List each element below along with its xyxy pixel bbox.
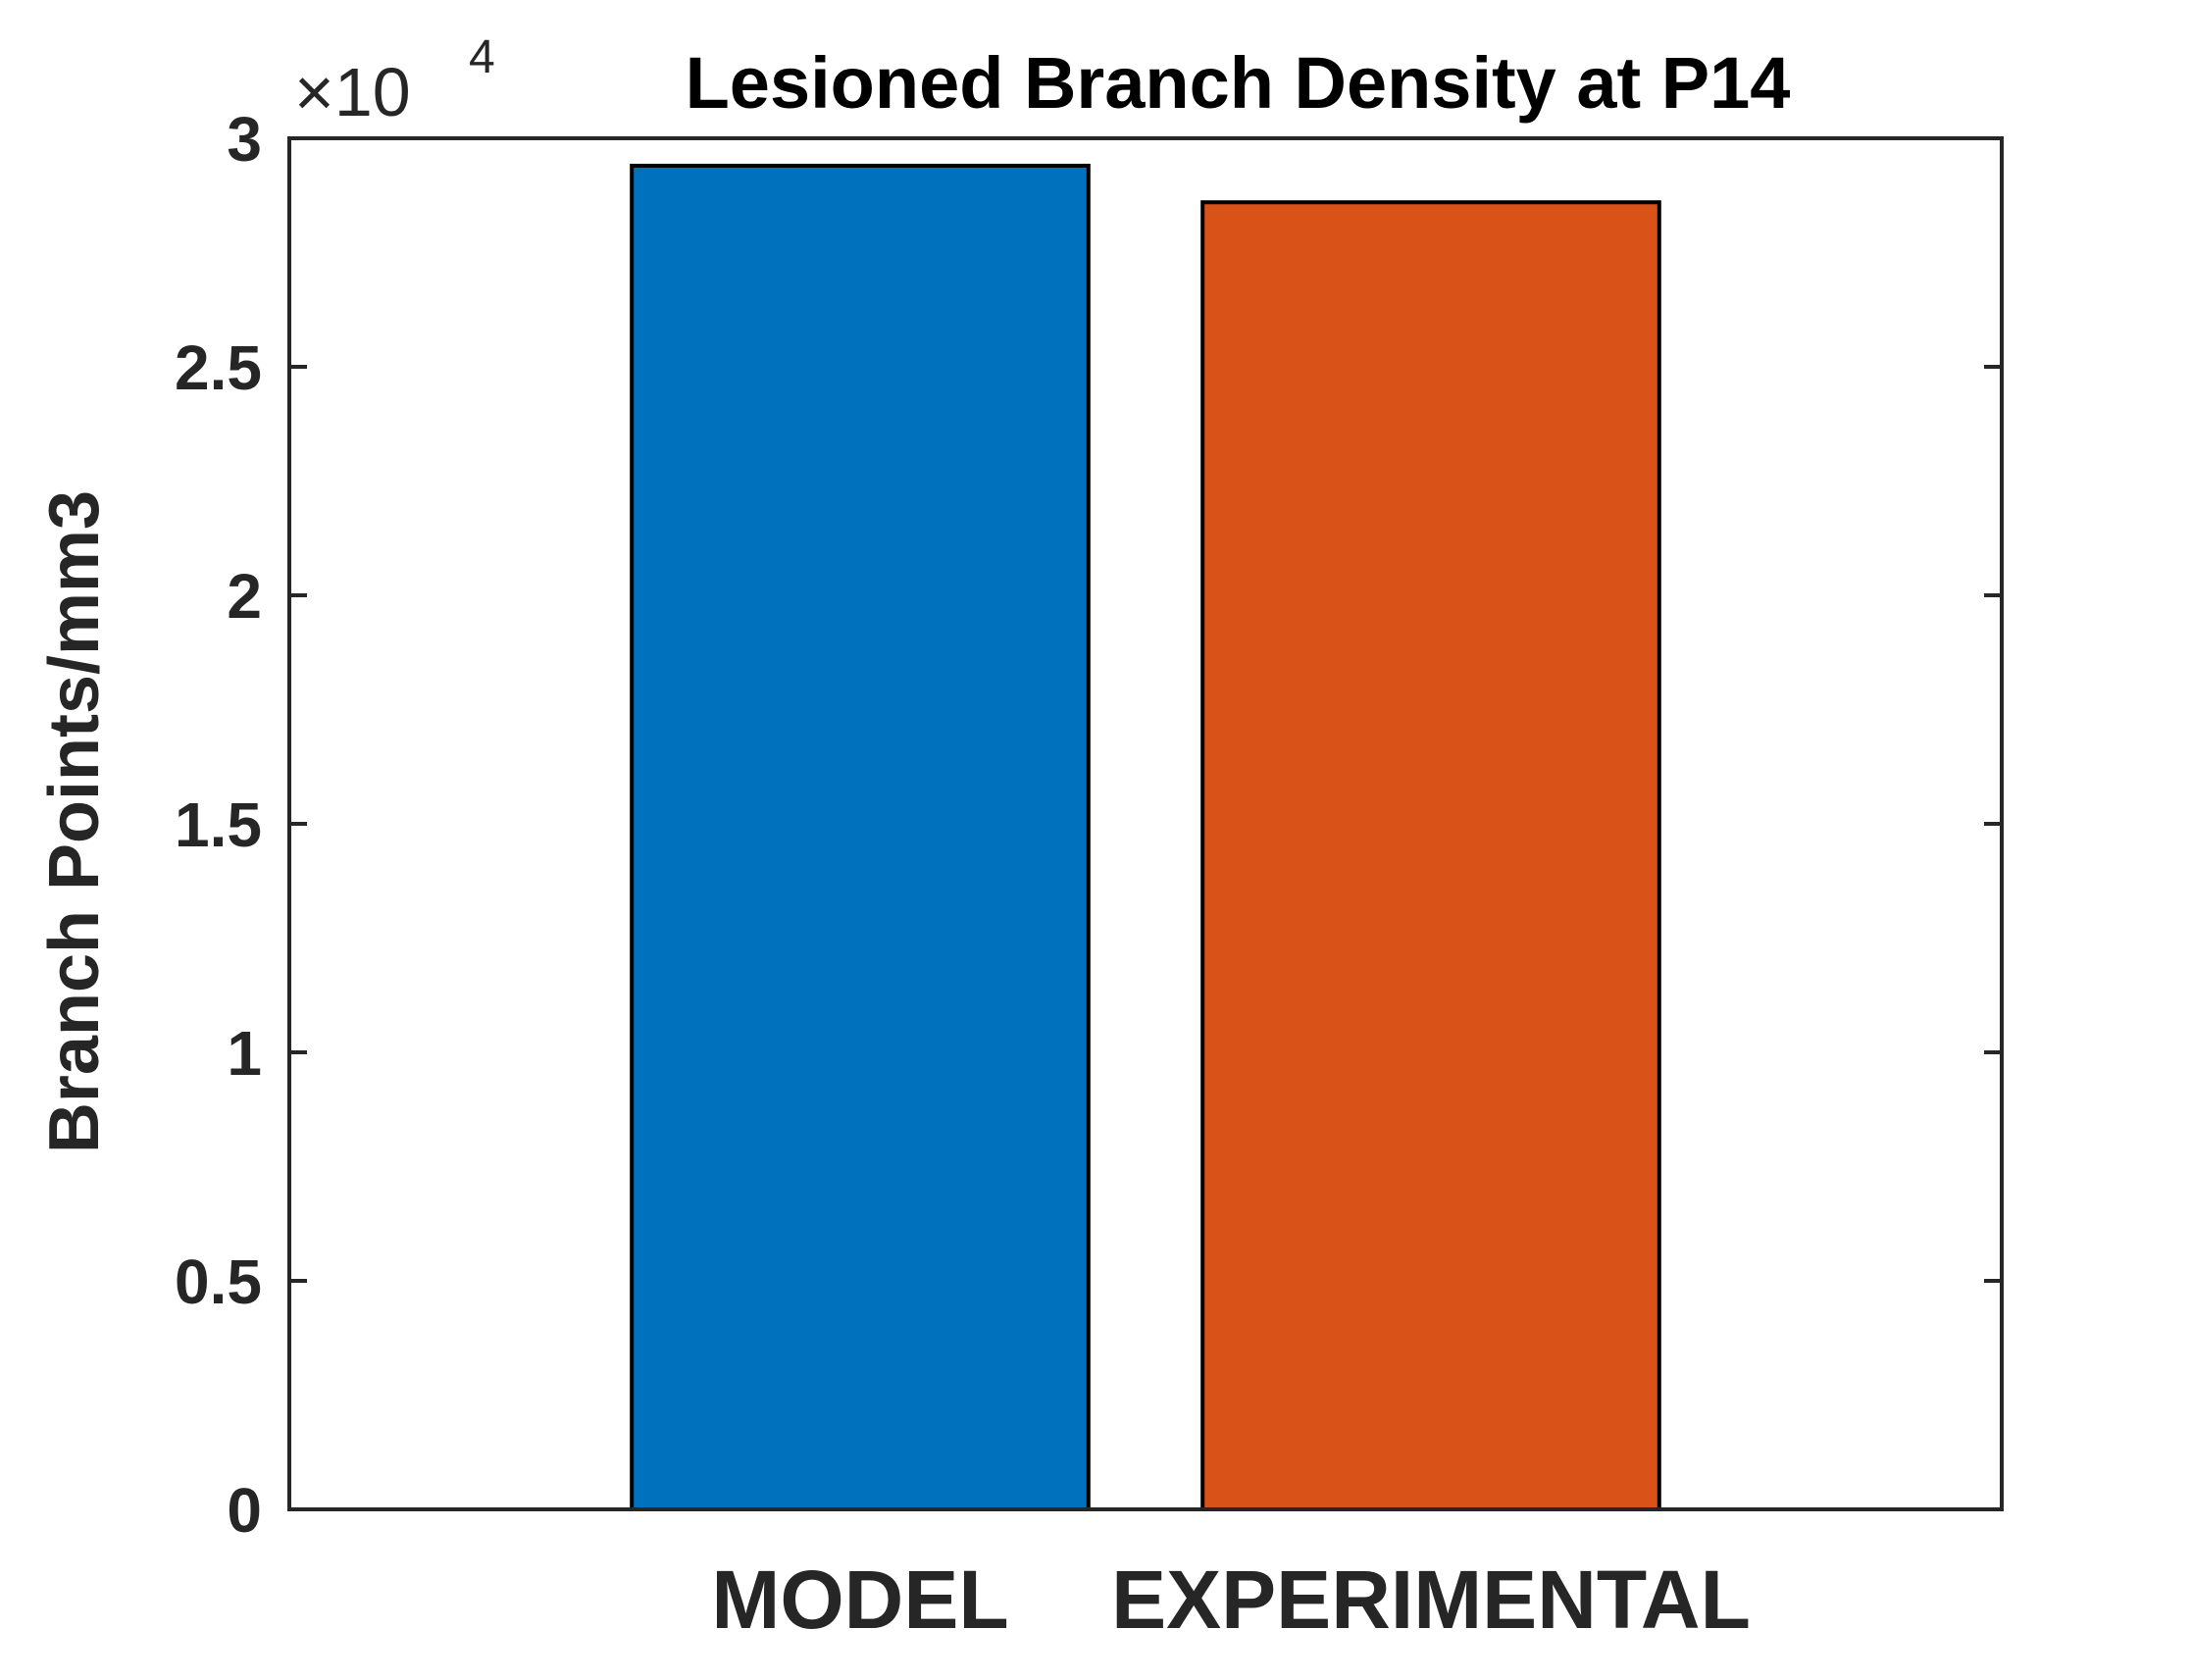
plot-area-frame: [287, 136, 2004, 1511]
y-tick-label: 1.5: [175, 789, 262, 860]
y-axis-exponent-base: ×10: [294, 54, 411, 130]
y-ticks-group: 0 0.5 1 1.5 2 2.5 3: [175, 104, 2002, 1546]
y-tick-label: 2.5: [175, 332, 262, 403]
y-tick-label: 3: [227, 104, 262, 175]
bar-model: [630, 163, 1091, 1512]
x-tick-label-experimental: EXPERIMENTAL: [1111, 1553, 1751, 1646]
x-tick-label-model: MODEL: [711, 1553, 1008, 1646]
chart-title: Lesioned Branch Density at P14: [686, 42, 1791, 124]
y-axis-title: Branch Points/mm3: [35, 490, 114, 1153]
y-tick-label: 0: [227, 1475, 262, 1546]
category-labels-group: MODEL EXPERIMENTAL: [711, 1553, 1751, 1646]
y-tick-label: 2: [227, 561, 262, 632]
y-tick-label: 0.5: [175, 1247, 262, 1317]
bar-experimental: [1200, 200, 1661, 1512]
y-axis-exponent-power: 4: [469, 31, 495, 83]
bars-group: [630, 163, 1661, 1512]
y-tick-label: 1: [227, 1018, 262, 1089]
y-axis-exponent: ×10 4: [294, 31, 495, 130]
